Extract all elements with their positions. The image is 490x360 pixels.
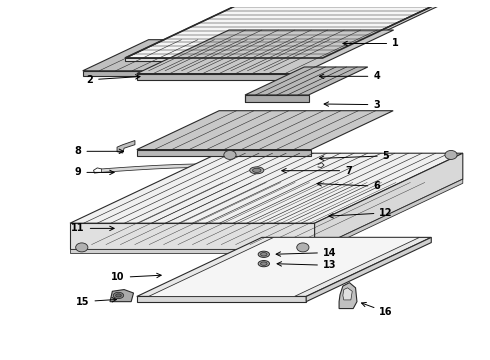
Circle shape <box>445 150 457 159</box>
Text: 5: 5 <box>319 151 390 161</box>
Text: 10: 10 <box>111 273 161 283</box>
Text: 14: 14 <box>276 248 337 257</box>
Ellipse shape <box>252 168 261 172</box>
Text: 12: 12 <box>329 208 393 218</box>
Ellipse shape <box>261 253 267 256</box>
Polygon shape <box>70 223 315 249</box>
Polygon shape <box>137 30 393 73</box>
Polygon shape <box>137 237 431 297</box>
Text: 9: 9 <box>74 167 114 177</box>
Text: 15: 15 <box>76 297 117 307</box>
Polygon shape <box>117 140 135 153</box>
Polygon shape <box>148 237 419 297</box>
Text: 4: 4 <box>319 71 380 81</box>
Text: 11: 11 <box>71 224 114 233</box>
Ellipse shape <box>258 261 270 267</box>
Polygon shape <box>306 237 431 302</box>
Polygon shape <box>343 288 352 300</box>
Ellipse shape <box>116 294 122 297</box>
Circle shape <box>75 243 88 252</box>
Polygon shape <box>315 179 463 253</box>
Polygon shape <box>245 95 309 102</box>
Text: 6: 6 <box>317 181 380 191</box>
Text: 16: 16 <box>362 302 393 317</box>
Polygon shape <box>110 289 133 302</box>
Polygon shape <box>137 111 393 150</box>
Ellipse shape <box>261 262 267 265</box>
Text: 2: 2 <box>86 75 140 85</box>
Text: 1: 1 <box>343 39 399 49</box>
Polygon shape <box>83 71 280 76</box>
Ellipse shape <box>250 167 264 174</box>
Polygon shape <box>70 153 463 223</box>
Text: 8: 8 <box>74 146 123 156</box>
Polygon shape <box>137 73 301 80</box>
Polygon shape <box>137 297 306 302</box>
Polygon shape <box>245 67 368 95</box>
Polygon shape <box>198 161 318 181</box>
Text: 7: 7 <box>282 166 352 176</box>
Polygon shape <box>83 40 346 71</box>
Ellipse shape <box>113 292 123 298</box>
Circle shape <box>297 243 309 252</box>
Polygon shape <box>101 164 280 172</box>
Ellipse shape <box>258 251 270 257</box>
Polygon shape <box>125 58 322 61</box>
Polygon shape <box>125 4 438 58</box>
Text: 3: 3 <box>324 100 380 110</box>
Polygon shape <box>70 249 315 253</box>
Text: 13: 13 <box>277 260 337 270</box>
Polygon shape <box>339 283 357 309</box>
Circle shape <box>224 150 236 159</box>
Polygon shape <box>322 4 438 61</box>
Polygon shape <box>315 153 463 249</box>
Polygon shape <box>137 150 311 156</box>
